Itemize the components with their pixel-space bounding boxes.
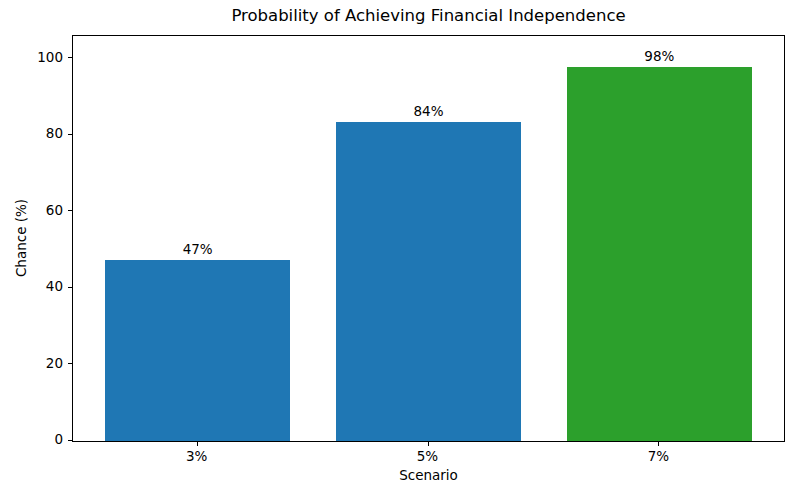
y-tick-mark (68, 57, 72, 58)
x-tick-mark (197, 442, 198, 446)
y-tick-mark (68, 363, 72, 364)
y-tick-label: 60 (0, 202, 63, 218)
y-tick-label: 20 (0, 355, 63, 371)
bar-3% (105, 260, 290, 441)
bar-7% (567, 67, 752, 441)
bar-chart-figure: Probability of Achieving Financial Indep… (0, 0, 800, 500)
y-tick-label: 0 (0, 431, 63, 447)
bar-value-label: 84% (379, 103, 479, 119)
bar-value-label: 47% (148, 241, 248, 257)
y-tick-mark (68, 134, 72, 135)
y-tick-mark (68, 210, 72, 211)
y-tick-label: 100 (0, 49, 63, 65)
x-tick-label: 7% (608, 448, 708, 464)
x-tick-mark (658, 442, 659, 446)
plot-area: 47% 84% 98% (72, 35, 785, 442)
y-tick-label: 40 (0, 278, 63, 294)
bar-value-label: 98% (609, 48, 709, 64)
bar-5% (336, 122, 521, 441)
y-tick-label: 80 (0, 125, 63, 141)
x-tick-mark (428, 442, 429, 446)
x-tick-label: 5% (378, 448, 478, 464)
x-tick-label: 3% (147, 448, 247, 464)
y-tick-mark (68, 287, 72, 288)
x-axis-title: Scenario (72, 467, 785, 483)
y-tick-mark (68, 440, 72, 441)
chart-title: Probability of Achieving Financial Indep… (72, 6, 785, 25)
